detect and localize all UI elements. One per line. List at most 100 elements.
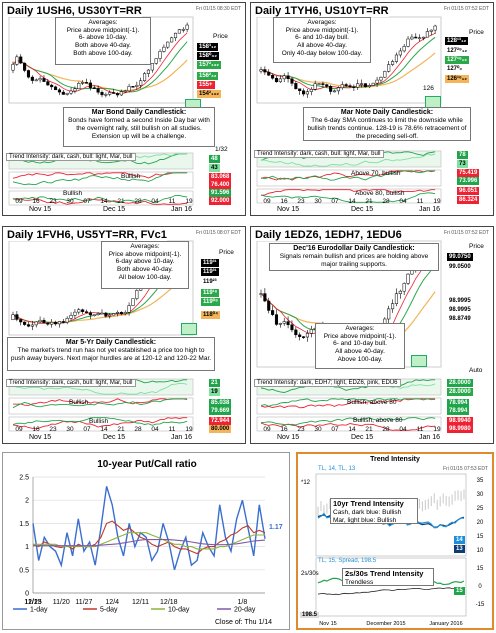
trend-intensity-label: Trend Intensity: dark, cash, bull: light… [6,153,136,161]
candle-body [139,80,143,86]
x-tick-label: 1/8 [237,599,247,606]
trend-tag: 15 [454,587,465,595]
date-tick-label: 30 [314,426,322,433]
indicator-tag: 96.051 [457,187,480,195]
candle-body [30,324,34,327]
candle-body [271,75,275,79]
candle-body [286,75,290,79]
indicator-tag: 98.9980 [447,425,473,433]
candle-body [336,87,340,92]
price-tag: 126¹⁶₁₂ [445,75,469,83]
timestamp: Fri 01/15 08:07 EDT [195,230,241,236]
date-tick-label: 09 [15,426,23,433]
candle-body [81,309,85,312]
candle-body [271,310,275,315]
legend-label: 1-day [30,607,48,614]
date-tick-label: 14 [348,198,356,205]
candle-body [127,86,131,92]
x-tick-label: 12/25 [24,599,42,606]
date-tick-label: 04 [399,198,407,205]
date-tick-label: 21 [365,426,373,433]
candle-body [418,37,422,39]
date-tick-label: 23 [49,426,57,433]
indicator-tag: 28.0000 [447,388,473,396]
indicator-tag: 79.669 [209,407,232,415]
indicator-line [260,153,436,167]
price-tag: 98.9995 [447,306,473,314]
candlestick-note: Dec'16 Eurodollar Daily Candlestick: Sig… [269,243,439,271]
trend-note-10yr: 10yr Trend Intensity Cash, dark blue: Bu… [330,498,418,524]
candle-body [387,308,391,320]
date-tick-label: 19 [185,426,193,433]
date-tick-label: 04 [151,426,159,433]
bond-chart-svg: 09 16 23 30 07 14 21 28 04 11 19 [8,16,194,206]
candle-body [294,83,298,90]
indicator-label: Bullish [69,399,89,406]
price-tag: 157²₁₃₂ [197,61,221,69]
right-axis-tick: 10 [477,548,484,554]
timestamp: Fri 01/15 07:52 EDT [443,6,489,12]
x-tick-label: 11/20 [53,599,70,606]
candle-body [429,29,433,32]
legend-label: 5-day [100,607,118,614]
x-tick-label: 11/27 [75,599,92,606]
candle-body [286,321,290,326]
candle-body [181,29,185,31]
averages-line: Price above midpoint(-1). [108,250,182,258]
candle-body [402,46,406,52]
averages-line: Both above 40-day. [117,265,173,273]
price-tag: 119⁰⁸ [201,298,220,306]
price-tag: 99.0750 [447,253,473,261]
candlestick-note: Mar Note Daily Candlestick: The 6-day SM… [303,107,471,141]
candle-body [298,334,302,337]
candlestick-title: Dec'16 Eurodollar Daily Candlestick: [293,245,415,252]
trend-tag: 14 [454,536,465,544]
indicator-tag: 85.038 [209,399,232,407]
chart-panel-notes: 09 16 23 30 07 14 21 28 04 11 19 Daily 1TYH6, US10… [250,2,494,216]
date-tick-label: 11 [169,426,176,433]
top-legend: TL, 14, TL, 13 [318,466,356,472]
chart-panel-5yr: 09 16 23 30 07 14 21 28 04 11 19 Daily 1FVH6, US5Y… [2,226,246,444]
candle-body [73,311,77,316]
date-tick-label: 30 [314,198,322,205]
candle-body [406,38,410,47]
chart-panel-eurodollar: 09 16 23 30 07 14 21 28 04 11 19 Daily 1EDZ6, 1EDH… [250,226,494,444]
candle-body [34,321,38,326]
indicator-line [12,194,188,204]
indicator-line [260,170,436,181]
indicator-line [12,172,188,186]
candle-body [379,76,383,81]
candle-body [414,36,418,39]
indicator-line [260,417,436,426]
price-tag: 98.9995 [447,297,473,305]
moving-average-line [260,36,436,90]
candle-body [406,273,410,284]
indicator-line [260,379,436,393]
close-date: Close of: Thu 1/14 [215,619,273,626]
date-tick-label: 19 [433,426,441,433]
candle-body [135,290,139,299]
candle-body [92,87,96,89]
note-icon [411,355,427,367]
price-label: Price [219,249,234,256]
candle-body [278,78,282,83]
candle-body [123,90,127,93]
date-tick-label: 07 [83,426,91,433]
indicator-line [12,198,188,205]
candle-body [259,69,263,72]
averages-line: Price above midpoint(-1). [66,26,140,34]
series-line-10-day [33,532,265,550]
x-tick-label: 11/13 [25,599,42,606]
left-tick: *12 [301,480,311,486]
candle-body [38,319,42,323]
averages-note: Averages: Price above midpoint(-1). 6- a… [315,323,405,369]
date-tick-label: 09 [263,198,271,205]
indicator-line [260,398,436,407]
trend-note-2s30s: 2s/30s Trend Intensity Trendless [342,568,434,586]
date-tick-label: 07 [331,426,339,433]
five-year-chart-svg: 09 16 23 30 07 14 21 28 04 11 19 [8,240,194,433]
averages-line: Averages: [345,325,375,332]
candle-body [294,329,298,336]
averages-note: Averages: Price above midpoint(-1). 6-da… [101,241,189,289]
price-tag: 119¹⁶ [201,289,220,297]
